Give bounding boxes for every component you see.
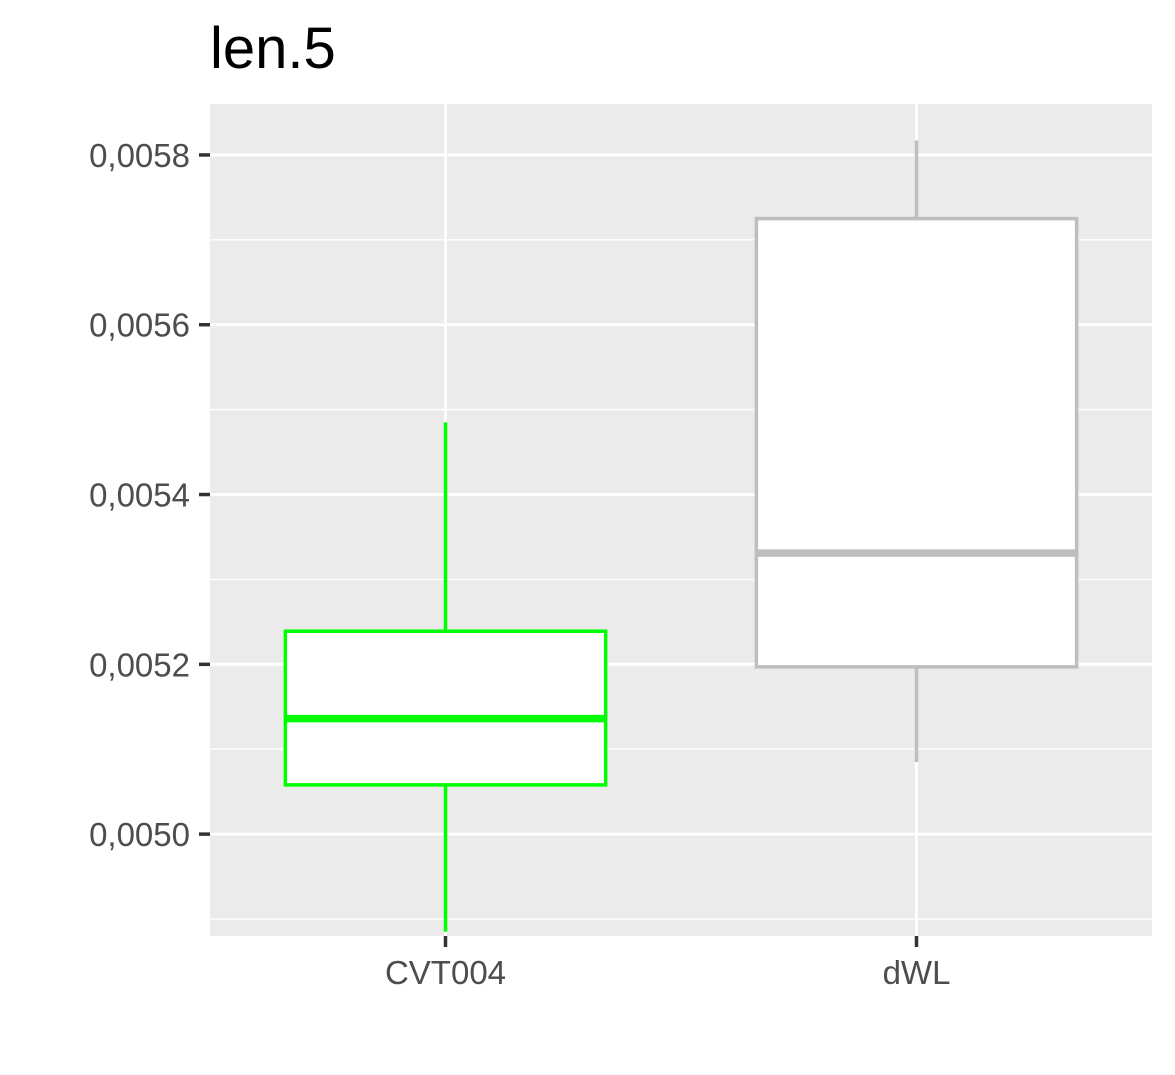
y-tick-label: 0,0056 [89, 307, 190, 344]
box-dWL [754, 140, 1079, 762]
x-axis: CVT004 dWL [385, 936, 950, 991]
y-tick-label: 0,0054 [89, 477, 190, 514]
iqr-box [283, 629, 608, 787]
y-tick-label: 0,0058 [89, 137, 190, 174]
box-CVT004 [283, 422, 608, 932]
plot-panel [210, 104, 1152, 936]
y-tick-label: 0,0050 [89, 816, 190, 853]
y-tick-label: 0,0052 [89, 646, 190, 683]
y-axis: 0,0050 0,0052 0,0054 0,0056 0,0058 [89, 137, 210, 853]
x-tick-label: CVT004 [385, 954, 506, 991]
x-tick-label: dWL [883, 954, 951, 991]
iqr-box [754, 216, 1079, 669]
chart-title: len.5 [210, 16, 336, 81]
